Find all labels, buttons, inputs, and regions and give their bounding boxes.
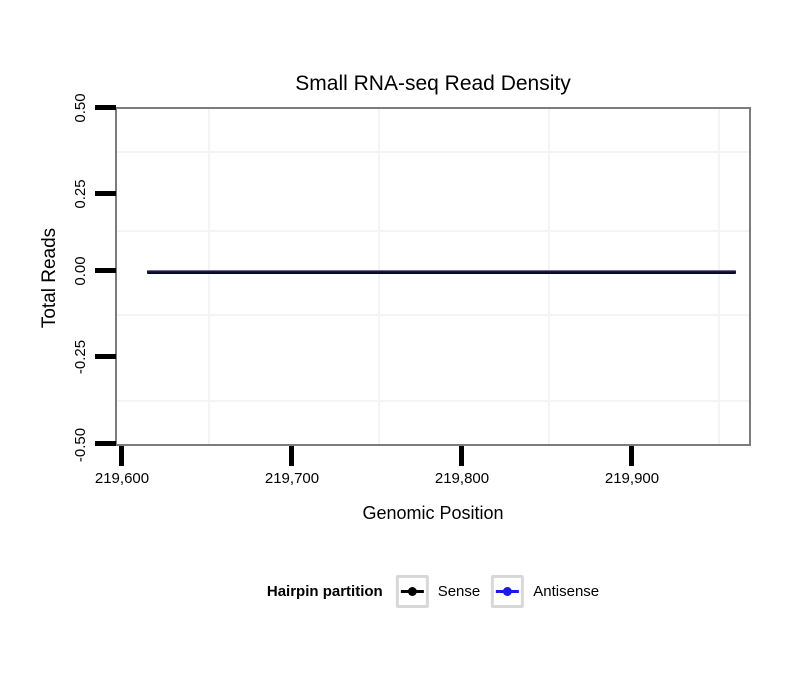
y-axis-tick (95, 441, 116, 446)
x-axis-title: Genomic Position (362, 503, 504, 523)
y-tick-label: 0.25 (72, 179, 89, 209)
sense-point-glyph (407, 586, 417, 596)
minor-gridline-vertical (718, 109, 720, 444)
antisense-key-icon (491, 574, 525, 608)
x-axis-tick (629, 446, 634, 466)
chart-title: Small RNA-seq Read Density (295, 72, 571, 95)
minor-gridline-horizontal (117, 314, 749, 316)
y-axis-title: Total Reads (39, 227, 60, 329)
y-axis-tick (95, 354, 116, 359)
minor-gridline-vertical (378, 109, 380, 444)
y-axis-tick (95, 191, 116, 196)
x-axis-tick (459, 446, 464, 466)
minor-gridline-horizontal (117, 230, 749, 232)
read-density-zero-line (147, 270, 736, 274)
y-axis-tick (95, 268, 116, 273)
legend: Hairpin partition Sense Antisense (267, 574, 599, 608)
y-tick-label: 0.50 (72, 93, 89, 123)
y-axis-tick (95, 105, 116, 110)
minor-gridline-vertical (548, 109, 550, 444)
minor-gridline-vertical (208, 109, 210, 444)
minor-gridline-horizontal (117, 400, 749, 402)
minor-gridline-horizontal (117, 151, 749, 153)
y-tick-label: -0.50 (72, 427, 89, 463)
legend-item-sense: Sense (395, 574, 481, 608)
sense-key-icon (395, 574, 429, 608)
y-tick-label: 0.00 (72, 256, 89, 286)
x-tick-label: 219,900 (604, 470, 660, 487)
y-tick-label: -0.25 (72, 339, 89, 375)
legend-item-antisense: Antisense (491, 574, 600, 608)
legend-title: Hairpin partition (266, 582, 383, 600)
x-tick-label: 219,700 (264, 470, 320, 487)
x-tick-label: 219,800 (434, 470, 490, 487)
antisense-point-glyph (503, 586, 513, 596)
x-axis-tick (119, 446, 124, 466)
legend-label-antisense: Antisense (533, 582, 600, 600)
x-axis-tick (289, 446, 294, 466)
x-tick-label: 219,600 (94, 470, 150, 487)
plot-panel (115, 107, 751, 446)
legend-label-sense: Sense (437, 582, 481, 600)
